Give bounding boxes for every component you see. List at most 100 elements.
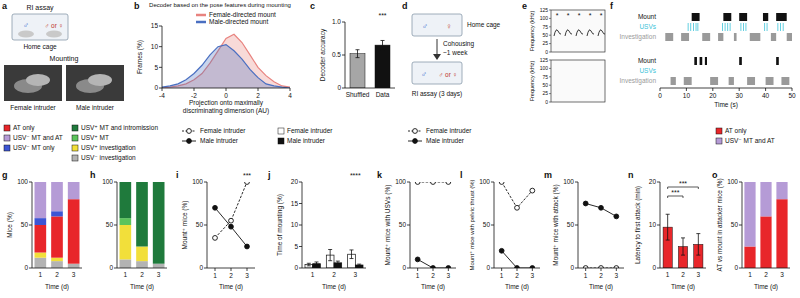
y-tick [657, 225, 660, 226]
plot-area [744, 182, 787, 268]
y-tick-label: 0 [24, 264, 28, 271]
y-tick [407, 225, 410, 226]
plot-area [671, 57, 790, 85]
x-tick-label: 1 [416, 272, 420, 279]
y-tick [491, 268, 494, 269]
event [739, 57, 742, 65]
bar-segment [760, 182, 771, 216]
error-cap [315, 261, 319, 262]
cage-label: Home cage [23, 43, 57, 51]
event [724, 23, 726, 31]
x-tick [194, 88, 195, 91]
call-marker: * [556, 12, 559, 19]
bar-segment [68, 182, 80, 199]
marker [415, 257, 420, 262]
y-axis-label: Mount⁺ mice with USVs (%) [384, 185, 392, 266]
legend-swatch [72, 155, 78, 161]
bar-segment [153, 182, 165, 183]
call-marker: * [578, 12, 581, 19]
bar [355, 265, 363, 268]
bar-segment [760, 216, 771, 268]
marker [446, 182, 451, 184]
series-line [215, 208, 247, 247]
bar-segment [153, 182, 165, 264]
panel-label: f [610, 1, 614, 11]
x-axis-label: Time (d) [130, 283, 154, 291]
event [694, 57, 697, 65]
x-tick-label: 1 [584, 272, 588, 279]
y-tick [299, 182, 302, 183]
panel-label: j [267, 170, 271, 180]
significance: *** [378, 12, 386, 19]
event [681, 33, 689, 41]
x-tick-label: 2 [229, 272, 233, 279]
y-tick [549, 43, 551, 44]
legend-label: Male intruder [426, 137, 465, 144]
x-tick-label: 30 [736, 92, 744, 99]
event [776, 57, 779, 65]
error-cap [666, 214, 670, 215]
error-line [698, 234, 699, 256]
y-axis [162, 26, 163, 88]
event [739, 13, 747, 21]
legend-swatch [278, 128, 284, 134]
bar-segment [120, 218, 132, 225]
bar-segment [120, 225, 132, 259]
event [700, 57, 703, 65]
y-tick [549, 76, 551, 77]
event [782, 23, 784, 31]
x-tick [517, 268, 518, 271]
x-axis-label: Time (s) [714, 101, 738, 109]
x-tick-label: 2 [140, 271, 144, 278]
x-axis [742, 268, 790, 269]
legend-label: AT only [13, 124, 35, 132]
sex-symbol: ♂ [422, 22, 428, 31]
event [781, 77, 789, 85]
y-tick-label: 50 [542, 32, 548, 38]
x-tick [585, 268, 586, 271]
y-axis-label: Frequency (kHz) [529, 61, 535, 102]
y-tick [299, 203, 302, 204]
x-tick-label: 3 [157, 271, 161, 278]
plot-area [583, 201, 618, 268]
y-tick-label: 50 [542, 82, 548, 88]
x-tick-label: 1 [311, 271, 315, 278]
y-tick [342, 55, 345, 56]
mouse [18, 31, 34, 38]
event [702, 33, 710, 41]
x-tick-label: 2 [431, 272, 435, 279]
row-label: Mount [638, 13, 656, 20]
x-tick [616, 268, 617, 271]
x-tick [162, 88, 163, 91]
x-axis [32, 268, 82, 269]
event [690, 23, 692, 31]
x-tick-label: 2 [764, 271, 768, 278]
error-cap [381, 40, 385, 41]
y-tick-label: 0 [734, 264, 738, 271]
y-tick-label: 20 [291, 178, 299, 185]
legend-swatch [196, 21, 206, 24]
y-tick-label: 10 [151, 43, 159, 50]
legend-swatch [72, 135, 78, 141]
error-cap [681, 255, 685, 256]
bar-segment [153, 264, 165, 268]
y-axis-label: Mount⁺ mice with pelvic thrust (%) [469, 179, 475, 270]
marker [415, 182, 420, 184]
error-cap [696, 233, 700, 234]
error-bar [381, 40, 385, 49]
y-tick-label: 100 [727, 178, 738, 185]
x-tick-label: 3 [531, 272, 535, 279]
x-tick-label: -4 [159, 92, 165, 99]
duration-label: ~1 week [443, 49, 468, 56]
x-tick [417, 268, 418, 271]
area-fill [162, 34, 290, 88]
bar-segment [776, 182, 787, 199]
plot-area [415, 182, 450, 268]
y-tick [342, 88, 345, 89]
call-marker: * [600, 12, 603, 19]
y-tick-label: 0 [109, 264, 113, 271]
x-tick [532, 268, 533, 271]
significance-bracket [668, 187, 699, 189]
significance-bracket [668, 196, 683, 198]
photo-title: Mounting [50, 55, 79, 63]
